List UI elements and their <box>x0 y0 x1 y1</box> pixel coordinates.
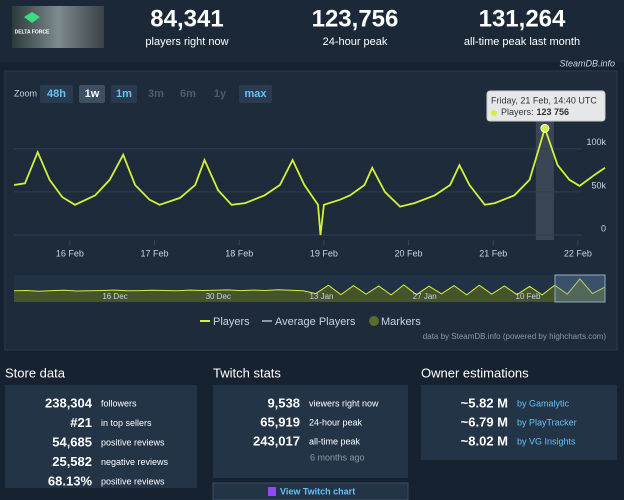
row-label: positive reviews <box>101 476 165 486</box>
y-tick-label: 0 <box>601 223 606 233</box>
zoom-option[interactable]: 1m <box>116 88 132 100</box>
x-tick-label: 21 Feb <box>479 248 507 258</box>
zoom-option: 1y <box>214 88 227 100</box>
navigator-label: 27 Jan <box>413 292 437 301</box>
stat-label: 24-hour peak <box>323 36 388 48</box>
row-value: 65,919 <box>260 414 300 429</box>
logo-icon <box>24 12 40 23</box>
row-label[interactable]: by Gamalytic <box>517 398 570 408</box>
note: 6 months ago <box>310 452 365 462</box>
x-tick-label: 16 Feb <box>56 248 84 258</box>
stat-label: players right now <box>145 36 228 48</box>
y-tick-label: 50k <box>591 180 606 190</box>
row-value: 68.13% <box>48 473 93 488</box>
navigator-area <box>14 278 605 302</box>
navigator-selection[interactable] <box>554 274 606 303</box>
zoom-label: Zoom <box>14 88 37 98</box>
stat-label: all-time peak last month <box>464 36 580 48</box>
navigator-label: 10 Feb <box>516 292 541 301</box>
tooltip-dot <box>491 110 497 116</box>
stat-value: 131,264 <box>479 5 566 32</box>
tooltip-label: Players: 123 756 <box>501 107 569 117</box>
legend-symbol <box>369 316 379 326</box>
row-value: ~5.82 M <box>461 395 508 410</box>
panel <box>5 385 197 488</box>
row-value: 243,017 <box>253 433 300 448</box>
row-label[interactable]: by PlayTracker <box>517 417 577 427</box>
navigator-line <box>13 278 606 296</box>
row-label: in top sellers <box>101 418 152 428</box>
game-thumbnail[interactable] <box>12 6 104 48</box>
y-tick-label: 100k <box>586 137 606 147</box>
x-tick-label: 17 Feb <box>141 248 169 258</box>
navigator-label: 30 Dec <box>206 292 231 301</box>
stat-value: 123,756 <box>312 5 399 32</box>
row-value: ~8.02 M <box>461 433 508 448</box>
zoom-option[interactable]: max <box>244 88 267 100</box>
navigator-label: 16 Dec <box>102 292 127 301</box>
x-tick-label: 20 Feb <box>395 248 423 258</box>
row-value: 9,538 <box>267 395 300 410</box>
zoom-option[interactable]: 48h <box>47 88 66 100</box>
tooltip <box>486 90 606 122</box>
section-title: Owner estimations <box>421 365 529 380</box>
brand: SteamDB.info <box>559 58 615 68</box>
section-title: Store data <box>5 365 66 380</box>
navigator-label: 13 Jan <box>309 292 333 301</box>
row-label: followers <box>101 398 137 408</box>
series-line <box>13 125 606 236</box>
tooltip-title: Friday, 21 Feb, 14:40 UTC <box>491 95 597 105</box>
button-label[interactable]: View Twitch chart <box>280 486 355 496</box>
zoom-option: 6m <box>180 88 196 100</box>
twitch-icon <box>268 487 276 496</box>
panel <box>213 385 408 478</box>
zoom-button[interactable] <box>79 85 105 103</box>
row-value: ~6.79 M <box>461 414 508 429</box>
zoom-option[interactable]: 1w <box>85 88 100 100</box>
row-value: 238,304 <box>45 395 93 410</box>
rows: 238,304 followers #21 in top sellers 54,685 p… <box>45 395 577 488</box>
row-label: 24-hour peak <box>309 417 363 427</box>
legend-label[interactable]: Markers <box>381 316 421 328</box>
row-value: #21 <box>70 415 92 430</box>
credit: data by SteamDB.info (powered by highcha… <box>423 332 607 341</box>
hover-point <box>540 123 550 133</box>
legend-label[interactable]: Players <box>213 316 250 328</box>
row-label: all-time peak <box>309 436 361 446</box>
tooltip-key: Players: <box>501 107 534 117</box>
zoom-button[interactable] <box>111 85 137 103</box>
zoom-button[interactable] <box>239 85 272 103</box>
zoom-option: 3m <box>148 88 164 100</box>
row-label: viewers right now <box>309 398 379 408</box>
row-label[interactable]: by VG Insights <box>517 436 576 446</box>
row-value: 54,685 <box>52 434 92 449</box>
stat-value: 84,341 <box>150 5 223 32</box>
row-value: 25,582 <box>52 454 92 469</box>
zoom-button[interactable] <box>40 85 73 103</box>
x-tick-label: 18 Feb <box>225 248 253 258</box>
panel <box>421 385 617 460</box>
legend-label[interactable]: Average Players <box>275 316 356 328</box>
twitch-button[interactable] <box>212 482 409 500</box>
logo-text: DELTA FORCE <box>15 29 50 35</box>
section-title: Twitch stats <box>213 365 281 380</box>
x-tick-label: 19 Feb <box>310 248 338 258</box>
row-label: positive reviews <box>101 437 165 447</box>
tooltip-value: 123 756 <box>537 107 570 117</box>
x-tick-label: 22 Feb <box>564 248 592 258</box>
row-label: negative reviews <box>101 457 169 467</box>
chart: Zoom 48h 1w 1m 3m 6m 1y max 0 50k 100k 16 Feb 17 Feb… <box>13 85 607 341</box>
